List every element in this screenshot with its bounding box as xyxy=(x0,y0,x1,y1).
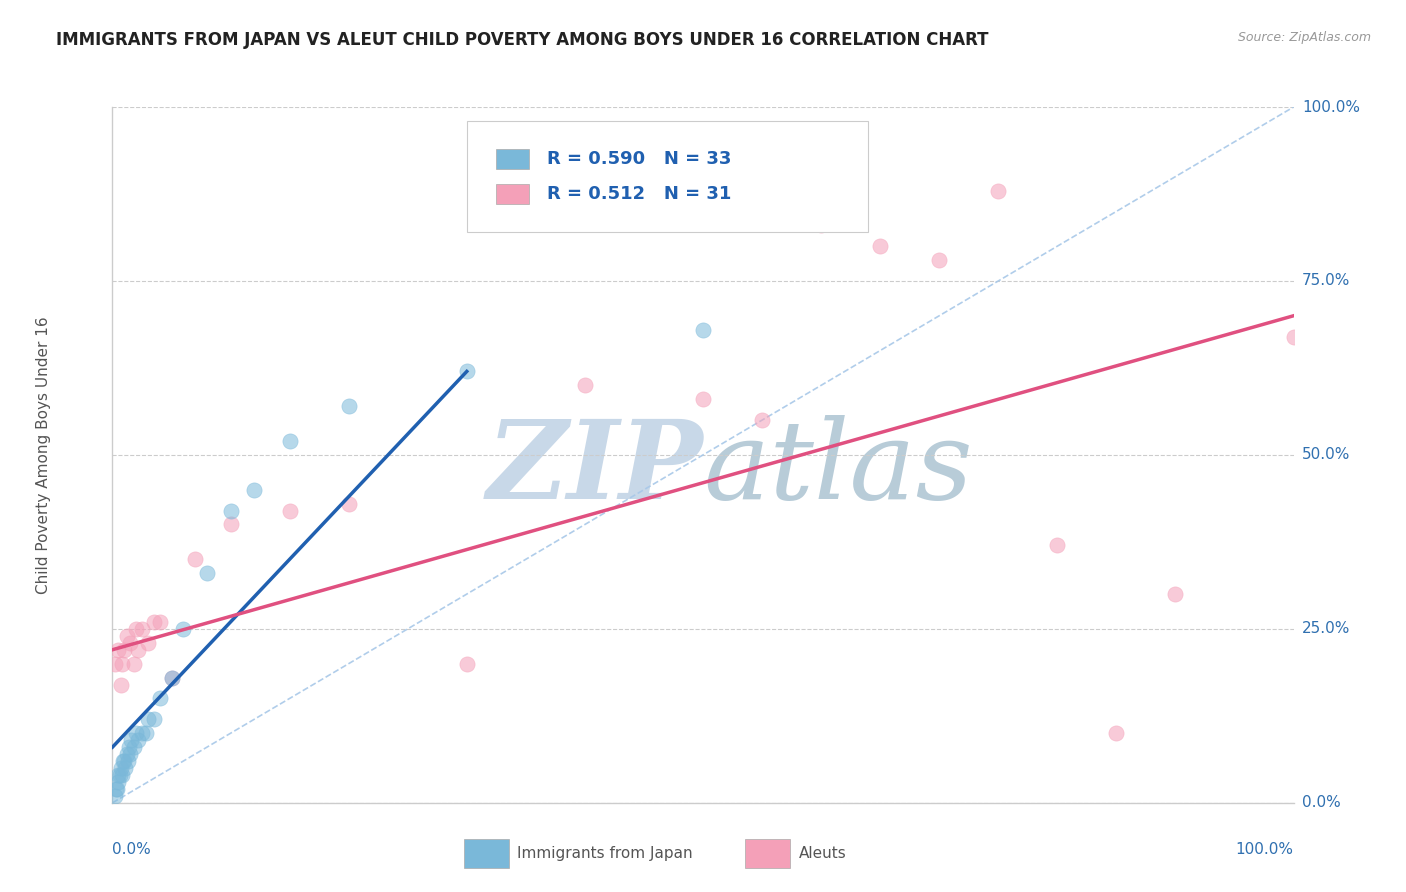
Point xyxy=(112,754,135,768)
Point xyxy=(110,761,132,775)
Text: 0.0%: 0.0% xyxy=(1302,796,1340,810)
Point xyxy=(987,184,1010,198)
Point xyxy=(219,517,242,532)
Point xyxy=(107,775,129,789)
Point xyxy=(131,622,153,636)
Point xyxy=(692,392,714,407)
Point xyxy=(114,761,136,775)
Point xyxy=(278,434,301,448)
Point xyxy=(108,768,131,782)
Point xyxy=(125,726,148,740)
Point xyxy=(160,671,183,685)
Point xyxy=(127,733,149,747)
Point xyxy=(111,657,134,671)
Point xyxy=(127,642,149,657)
Point xyxy=(456,657,478,671)
Point xyxy=(160,671,183,685)
Point xyxy=(337,399,360,413)
Point xyxy=(869,239,891,253)
Text: 25.0%: 25.0% xyxy=(1302,622,1350,636)
Point xyxy=(112,754,135,768)
Point xyxy=(105,781,128,796)
Point xyxy=(110,677,132,691)
Text: IMMIGRANTS FROM JAPAN VS ALEUT CHILD POVERTY AMONG BOYS UNDER 16 CORRELATION CHA: IMMIGRANTS FROM JAPAN VS ALEUT CHILD POV… xyxy=(56,31,988,49)
Text: 75.0%: 75.0% xyxy=(1302,274,1350,288)
Point xyxy=(104,789,127,803)
Text: 50.0%: 50.0% xyxy=(1302,448,1350,462)
Point xyxy=(149,615,172,629)
Text: 100.0%: 100.0% xyxy=(1236,842,1294,856)
Text: 100.0%: 100.0% xyxy=(1302,100,1360,114)
Point xyxy=(1164,587,1187,601)
Point xyxy=(928,253,950,268)
Point xyxy=(125,622,148,636)
FancyBboxPatch shape xyxy=(467,121,869,232)
Text: Immigrants from Japan: Immigrants from Japan xyxy=(517,847,693,861)
Text: 0.0%: 0.0% xyxy=(112,842,152,856)
Point xyxy=(115,747,138,761)
Point xyxy=(278,503,301,517)
Text: Aleuts: Aleuts xyxy=(799,847,846,861)
Point xyxy=(142,712,165,726)
Point xyxy=(120,747,142,761)
Text: ZIP: ZIP xyxy=(486,415,703,523)
Point xyxy=(120,636,142,650)
Text: R = 0.590   N = 33: R = 0.590 N = 33 xyxy=(547,150,731,169)
Point xyxy=(1282,329,1305,343)
Point xyxy=(117,754,139,768)
Point xyxy=(111,768,134,782)
Point xyxy=(142,615,165,629)
Bar xyxy=(496,150,530,169)
Point xyxy=(337,497,360,511)
Point xyxy=(692,323,714,337)
Point xyxy=(751,413,773,427)
Point xyxy=(810,219,832,233)
Point xyxy=(107,642,129,657)
Point xyxy=(184,552,207,566)
Point xyxy=(219,503,242,517)
Text: R = 0.512   N = 31: R = 0.512 N = 31 xyxy=(547,185,731,203)
Point xyxy=(195,566,218,581)
Point xyxy=(112,642,135,657)
Point xyxy=(1105,726,1128,740)
Bar xyxy=(496,185,530,203)
Point xyxy=(131,726,153,740)
Point xyxy=(104,657,127,671)
Point xyxy=(456,364,478,378)
Point xyxy=(122,740,145,755)
Point xyxy=(105,781,128,796)
Point xyxy=(136,712,159,726)
Point xyxy=(122,657,145,671)
Point xyxy=(135,726,157,740)
Text: Source: ZipAtlas.com: Source: ZipAtlas.com xyxy=(1237,31,1371,45)
Point xyxy=(172,622,194,636)
Point xyxy=(1046,538,1069,552)
Text: Child Poverty Among Boys Under 16: Child Poverty Among Boys Under 16 xyxy=(35,316,51,594)
Point xyxy=(115,629,138,643)
Point xyxy=(149,691,172,706)
Point xyxy=(243,483,266,497)
Point xyxy=(118,740,141,755)
Point xyxy=(574,378,596,392)
Point xyxy=(120,733,142,747)
Point xyxy=(107,768,129,782)
Text: atlas: atlas xyxy=(703,415,973,523)
Point xyxy=(136,636,159,650)
